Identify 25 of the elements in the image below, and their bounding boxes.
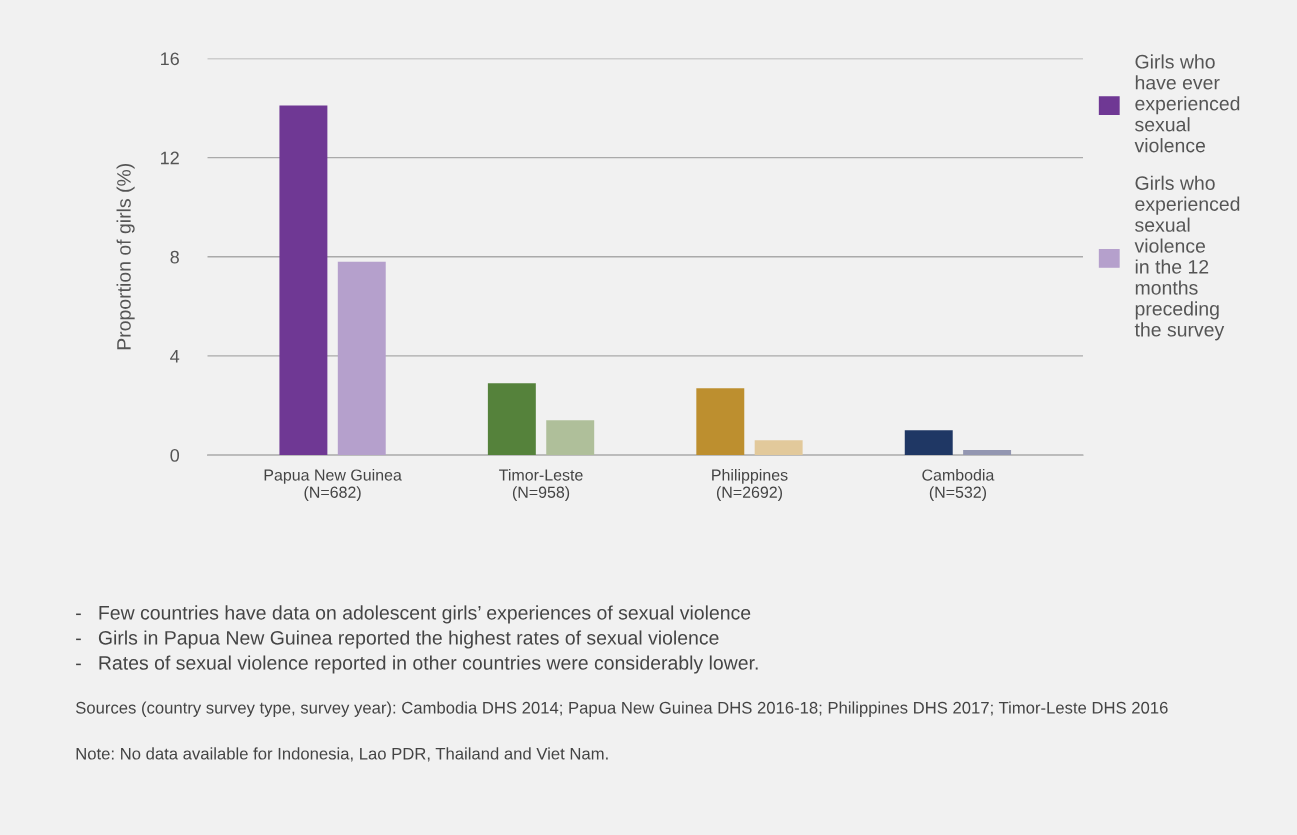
y-tick-label: 4 <box>170 350 180 363</box>
x-tick-label: Timor-Leste (N=958) <box>499 468 583 502</box>
x-tick-label: Papua New Guinea (N=682) <box>264 468 402 502</box>
y-tick-label: 12 <box>161 151 179 165</box>
x-tick-label: Cambodia (N=532) <box>922 468 995 502</box>
y-tick-label: 8 <box>170 250 179 264</box>
bar <box>546 420 595 456</box>
bar <box>754 440 803 456</box>
text: - Girls in Papua New Guinea reported the highest rates of sexual violence <box>76 630 719 649</box>
bar <box>904 430 953 456</box>
legend-label: Girls who experienced sexual violence in the 12 months preceding the survey <box>1134 175 1240 341</box>
text: - Few countries have data on adolescent girls’ experiences of sexual violence <box>76 605 751 624</box>
bar <box>696 388 745 456</box>
y-tick-label: 0 <box>170 449 180 462</box>
y-tick-label: 16 <box>161 52 179 66</box>
text: - Rates of sexual violence reported in other countries were considerably lower. <box>76 655 758 674</box>
bar <box>279 105 328 456</box>
bar <box>487 383 536 456</box>
bar <box>337 261 386 456</box>
x-tick-label: Philippines (N=2692) <box>712 468 788 502</box>
text: Note: No data available for Indonesia, Lao PDR, Thailand and Viet Nam. <box>76 747 608 762</box>
bar <box>963 450 1012 456</box>
y-axis-title: Proportion of girls (%) <box>116 163 135 350</box>
legend-label: Girls who have ever experienced sexual violence <box>1134 54 1240 153</box>
source-note: Sources (country survey type, survey year): Cambodia DHS 2014; Papua New Guinea DHS 2016-18; Philippines DHS 2017; Timor-Leste DHS 2016 <box>75 701 1168 717</box>
